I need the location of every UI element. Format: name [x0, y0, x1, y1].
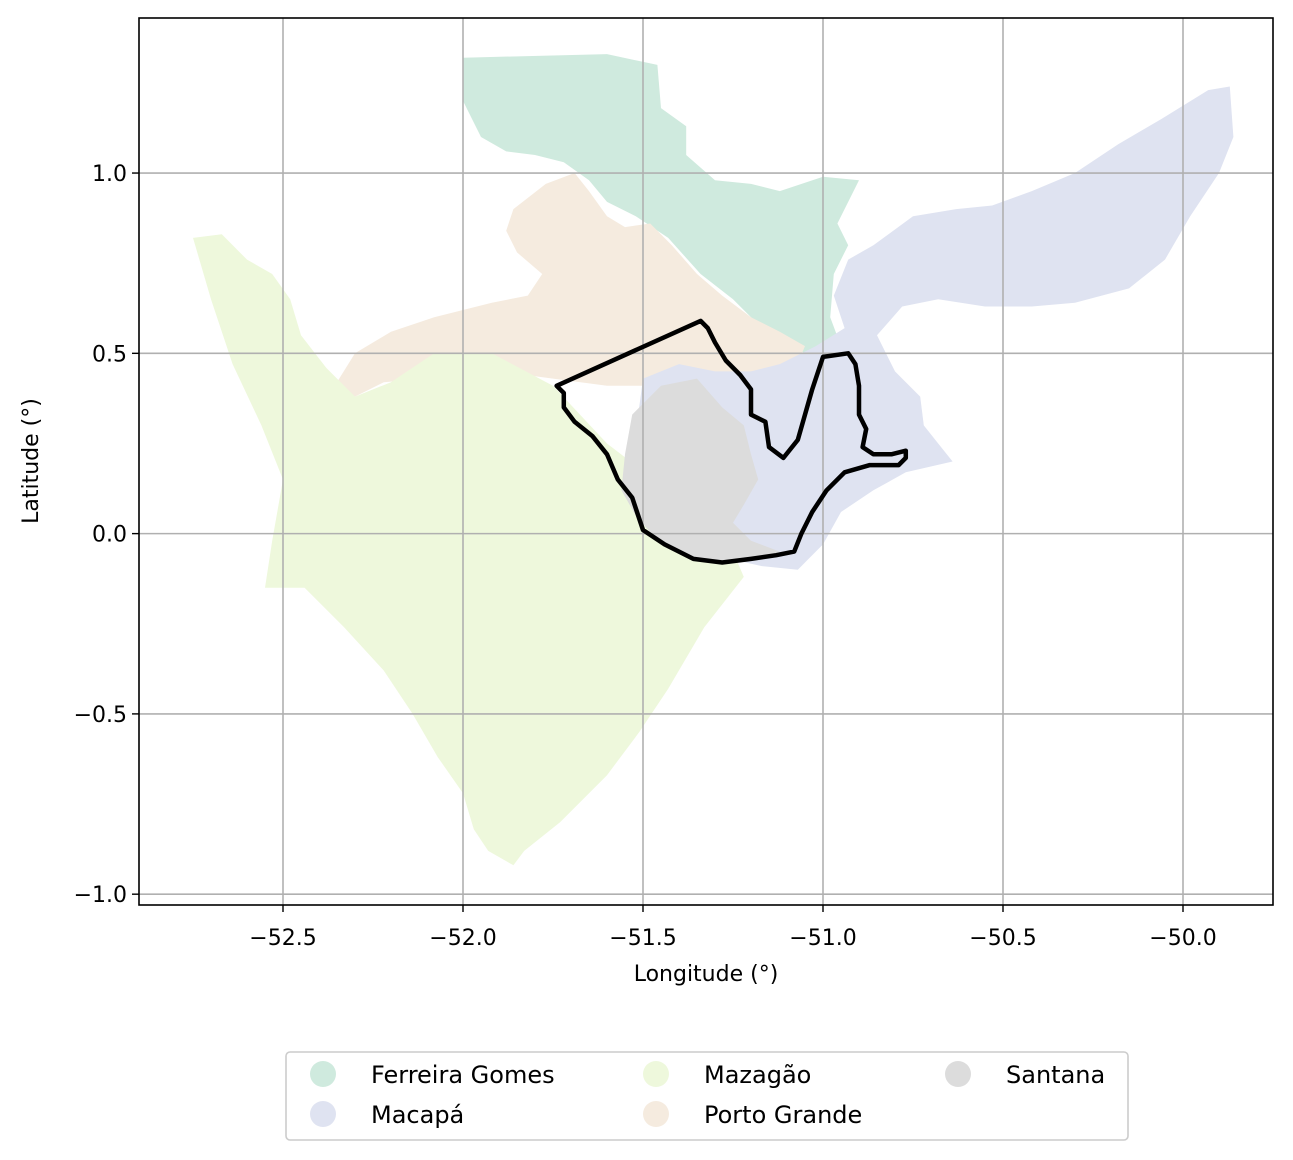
- legend-marker-mazagao: [643, 1061, 669, 1087]
- region-porto-grande: [337, 173, 805, 404]
- x-tick-label: −51.0: [789, 926, 856, 951]
- legend: Ferreira Gomes Macapá Mazagão Porto Grande S…: [285, 1051, 1129, 1141]
- legend-marker-macapa: [310, 1101, 336, 1127]
- legend-label-santana: Santana: [1006, 1061, 1105, 1089]
- x-tick-label: −50.5: [969, 926, 1036, 951]
- x-tick-label: −50.0: [1149, 926, 1216, 951]
- region-santana: [621, 378, 780, 563]
- regions-layer: [193, 54, 1234, 866]
- ticks-layer: −52.5 −52.0 −51.5 −51.0 −50.5 −50.0 −1.0 −0.5 0.…: [74, 162, 1217, 951]
- x-tick-label: −52.5: [249, 926, 316, 951]
- region-macapa: [635, 86, 1234, 570]
- region-mazagao: [193, 234, 744, 866]
- y-tick-label: 1.0: [92, 162, 127, 187]
- axes-frame: [138, 17, 1274, 906]
- legend-label-macapa: Macapá: [371, 1101, 464, 1129]
- y-tick-label: 0.0: [92, 523, 127, 548]
- legend-marker-santana: [945, 1061, 971, 1087]
- x-axis-label: Longitude (°): [634, 962, 779, 987]
- y-tick-label: −0.5: [74, 703, 127, 728]
- grid-layer: [139, 18, 1273, 905]
- legend-marker-ferreira-gomes: [310, 1061, 336, 1087]
- legend-box: [285, 1051, 1129, 1141]
- y-tick-label: −1.0: [74, 883, 127, 908]
- study-area-outline: [554, 318, 909, 565]
- x-tick-label: −51.5: [609, 926, 676, 951]
- y-tick-label: 0.5: [92, 342, 127, 367]
- region-ferreira-gomes: [463, 54, 859, 354]
- plot-area: [138, 17, 1274, 906]
- y-axis-label: Latitude (°): [19, 398, 44, 524]
- legend-label-mazagao: Mazagão: [704, 1061, 811, 1089]
- legend-marker-porto-grande: [643, 1101, 669, 1127]
- legend-items: Ferreira Gomes Macapá Mazagão Porto Grande S…: [310, 1061, 1105, 1129]
- legend-label-porto-grande: Porto Grande: [704, 1101, 862, 1129]
- outline-layer: [554, 318, 909, 565]
- legend-label-ferreira-gomes: Ferreira Gomes: [371, 1061, 555, 1089]
- x-tick-label: −52.0: [429, 926, 496, 951]
